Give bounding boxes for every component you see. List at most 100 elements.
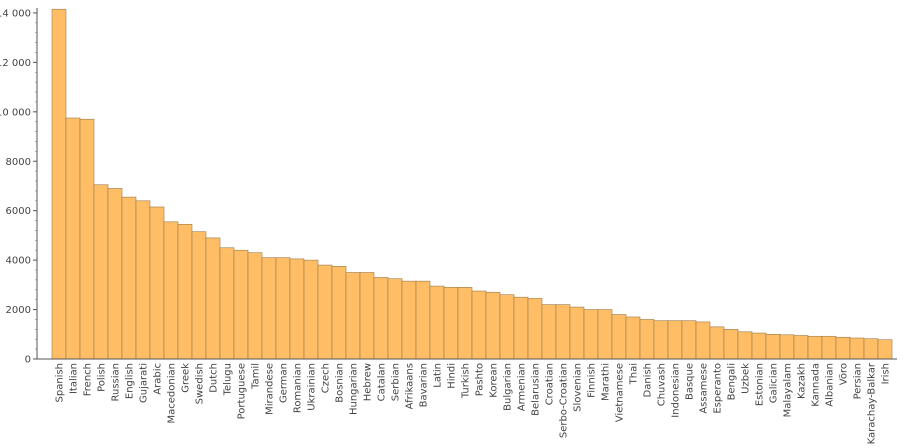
x-label-greek: Greek	[181, 363, 192, 393]
x-label-french: French	[83, 363, 94, 396]
bar-catalan	[373, 277, 389, 360]
x-label-thai: Thai	[629, 363, 640, 385]
x-label-german: German	[279, 363, 290, 403]
x-label-mirandese: Mirandese	[265, 363, 276, 415]
bar-bosnian	[331, 266, 347, 360]
bar-dutch	[205, 237, 221, 360]
x-label-ukrainian: Ukrainian	[307, 363, 318, 411]
x-label-marathi: Marathi	[601, 363, 612, 401]
x-label-croatian: Croatian	[545, 363, 556, 405]
bar-afrikaans	[401, 280, 417, 360]
bar-tamil	[247, 252, 263, 360]
y-tick-label: 0	[25, 355, 31, 366]
x-label-vietnamese: Vietnamese	[615, 363, 626, 422]
bar-croatian	[541, 304, 557, 360]
x-label-latin: Latin	[433, 363, 444, 388]
bar-finnish	[583, 309, 599, 360]
bar-v-ro	[835, 336, 851, 360]
x-label-slovenian: Slovenian	[573, 363, 584, 412]
bar-karachay-balkar	[863, 338, 879, 360]
x-label-basque: Basque	[685, 363, 696, 400]
x-label-telugu: Telugu	[223, 363, 234, 396]
bar-german	[275, 257, 291, 360]
bar-uzbek	[737, 331, 753, 360]
x-label-arabic: Arabic	[153, 363, 164, 395]
x-label-belarusian: Belarusian	[531, 363, 542, 416]
x-label-karachay-balkar: Karachay-Balkar	[867, 362, 878, 444]
bar-serbian	[387, 278, 403, 360]
x-label-estonian: Estonian	[755, 363, 766, 406]
bar-belarusian	[527, 298, 543, 360]
bar-indonesian	[667, 320, 683, 360]
x-label-korean: Korean	[489, 363, 500, 398]
bar-french	[79, 118, 95, 360]
x-label-pashto: Pashto	[475, 363, 486, 396]
x-label-hungarian: Hungarian	[349, 363, 360, 415]
bar-spanish	[51, 8, 67, 360]
bar-greek	[177, 223, 193, 360]
x-label-indonesian: Indonesian	[671, 363, 682, 418]
x-label-v-ro: Võro	[839, 363, 850, 385]
x-label-bavarian: Bavarian	[419, 363, 430, 407]
bar-turkish	[457, 287, 473, 360]
bar-slovenian	[569, 306, 585, 360]
x-label-dutch: Dutch	[209, 363, 220, 393]
bar-armenian	[513, 296, 529, 360]
x-label-swedish: Swedish	[195, 363, 206, 404]
x-label-portuguese: Portuguese	[237, 363, 248, 419]
x-label-afrikaans: Afrikaans	[405, 363, 416, 409]
y-tick-label: 4000	[6, 256, 31, 267]
x-label-armenian: Armenian	[517, 363, 528, 411]
bar-marathi	[597, 309, 613, 360]
bar-gujarati	[135, 200, 151, 360]
y-tick-label: 10 000	[0, 107, 31, 118]
x-label-gujarati: Gujarati	[139, 363, 150, 403]
x-label-bengali: Bengali	[727, 363, 738, 400]
bar-swedish	[191, 231, 207, 360]
x-label-tamil: Tamil	[251, 363, 262, 390]
x-label-romanian: Romanian	[293, 363, 304, 413]
bars-group	[51, 8, 893, 360]
y-ticks-group: 0 2000 4000 6000 8000 10 000 12 000 14 000	[0, 8, 37, 366]
x-label-albanian: Albanian	[825, 363, 836, 407]
x-label-russian: Russian	[111, 363, 122, 402]
x-label-finnish: Finnish	[587, 363, 598, 398]
bar-vietnamese	[611, 314, 627, 360]
x-label-chuvash: Chuvash	[657, 363, 668, 406]
y-tick-label: 14 000	[0, 8, 31, 19]
bar-hungarian	[345, 272, 361, 360]
bar-basque	[681, 320, 697, 360]
bar-macedonian	[163, 221, 179, 360]
bar-irish	[877, 339, 893, 360]
bar-bengali	[723, 329, 739, 360]
x-label-serbian: Serbian	[391, 363, 402, 401]
bar-czech	[317, 264, 333, 360]
x-label-hebrew: Hebrew	[363, 363, 374, 401]
bar-assamese	[695, 321, 711, 360]
x-label-macedonian: Macedonian	[167, 363, 178, 423]
bar-hebrew	[359, 272, 375, 360]
bar-mirandese	[261, 257, 277, 360]
bar-malayalam	[779, 334, 795, 360]
bar-chuvash	[653, 320, 669, 360]
y-tick-label: 8000	[6, 157, 31, 168]
x-label-esperanto: Esperanto	[713, 363, 724, 414]
x-label-czech: Czech	[321, 363, 332, 393]
bar-telugu	[219, 247, 235, 360]
x-label-bosnian: Bosnian	[335, 363, 346, 403]
y-tick-label: 2000	[6, 305, 31, 316]
bar-ukrainian	[303, 259, 319, 360]
y-tick-label: 6000	[6, 206, 31, 217]
x-label-polish: Polish	[97, 363, 108, 392]
bar-portuguese	[233, 249, 249, 360]
bar-italian	[65, 117, 81, 360]
bar-russian	[107, 188, 123, 360]
x-label-bulgarian: Bulgarian	[503, 363, 514, 411]
x-label-english: English	[125, 363, 136, 399]
bar-romanian	[289, 258, 305, 360]
bar-bulgarian	[499, 294, 515, 360]
x-label-assamese: Assamese	[699, 363, 710, 414]
bar-latin	[429, 285, 445, 360]
y-tick-label: 12 000	[0, 58, 31, 69]
